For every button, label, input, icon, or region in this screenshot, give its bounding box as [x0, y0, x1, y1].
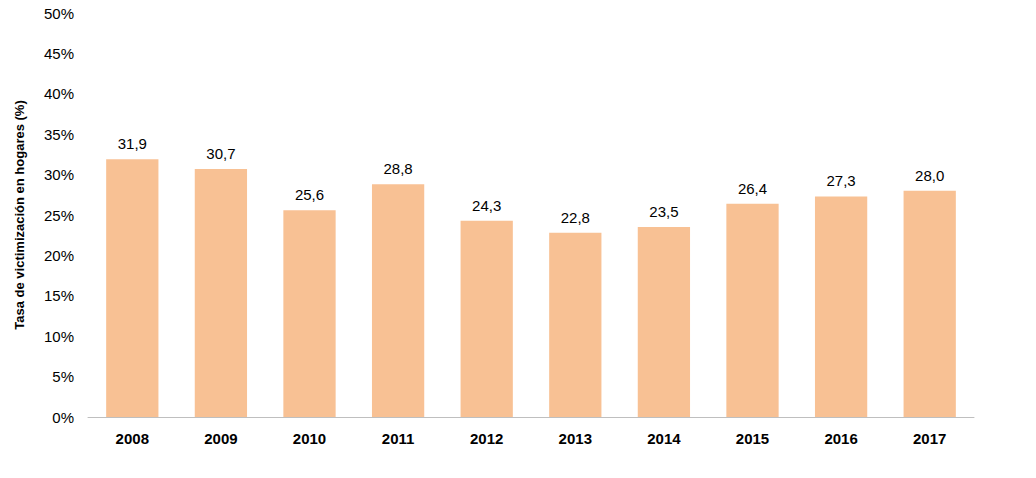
svg-text:2010: 2010: [293, 430, 326, 447]
svg-text:31,9: 31,9: [118, 135, 147, 152]
svg-text:28,8: 28,8: [383, 160, 412, 177]
svg-text:26,4: 26,4: [738, 180, 767, 197]
svg-text:2015: 2015: [736, 430, 769, 447]
svg-text:22,8: 22,8: [561, 209, 590, 226]
svg-text:2016: 2016: [824, 430, 857, 447]
svg-text:25%: 25%: [44, 207, 74, 224]
svg-text:35%: 35%: [44, 126, 74, 143]
svg-text:2014: 2014: [647, 430, 681, 447]
svg-text:15%: 15%: [44, 287, 74, 304]
svg-text:2008: 2008: [116, 430, 149, 447]
svg-text:2009: 2009: [204, 430, 237, 447]
svg-text:20%: 20%: [44, 247, 74, 264]
svg-text:25,6: 25,6: [295, 186, 324, 203]
svg-text:2013: 2013: [559, 430, 592, 447]
svg-text:23,5: 23,5: [649, 203, 678, 220]
svg-text:50%: 50%: [44, 5, 74, 22]
svg-text:0%: 0%: [52, 409, 74, 426]
svg-text:40%: 40%: [44, 85, 74, 102]
svg-text:28,0: 28,0: [915, 167, 944, 184]
svg-text:45%: 45%: [44, 45, 74, 62]
svg-text:2011: 2011: [382, 430, 415, 447]
svg-text:27,3: 27,3: [826, 172, 855, 189]
svg-text:5%: 5%: [52, 368, 74, 385]
svg-text:30%: 30%: [44, 166, 74, 183]
svg-text:10%: 10%: [44, 328, 74, 345]
svg-text:24,3: 24,3: [472, 197, 501, 214]
svg-text:30,7: 30,7: [206, 145, 235, 162]
svg-text:2012: 2012: [470, 430, 503, 447]
svg-text:2017: 2017: [913, 430, 946, 447]
svg-text:Tasa de victimización en hogar: Tasa de victimización en hogares (%): [12, 100, 27, 330]
